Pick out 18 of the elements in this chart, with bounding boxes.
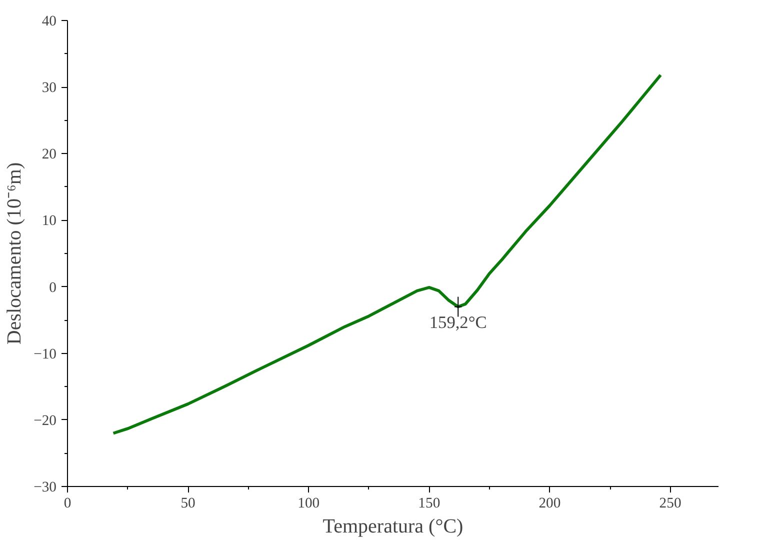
y-tick-label: 20: [42, 146, 56, 163]
y-tick-label: −10: [34, 346, 56, 362]
y-tick-label: 0: [49, 280, 56, 296]
x-tick-label: 250: [659, 496, 682, 512]
y-tick-label: 30: [42, 80, 56, 96]
line-series: [112, 74, 662, 435]
x-tick-label: 200: [538, 496, 561, 512]
x-tick-label: 50: [180, 496, 196, 512]
y-axis-title: Deslocamento (10⁻⁶m): [4, 162, 26, 345]
y-tick-label: −30: [34, 480, 56, 496]
y-tick-label: 10: [42, 213, 56, 230]
x-axis-title: Temperatura (°C): [322, 516, 464, 538]
y-tick-label: −20: [34, 412, 56, 429]
x-tick-label: 150: [418, 496, 440, 512]
annotation: 159,2°C: [429, 312, 487, 332]
x-tick-label: 0: [64, 496, 72, 512]
y-tick-label: 40: [42, 14, 56, 30]
x-tick-label: 100: [298, 496, 320, 512]
